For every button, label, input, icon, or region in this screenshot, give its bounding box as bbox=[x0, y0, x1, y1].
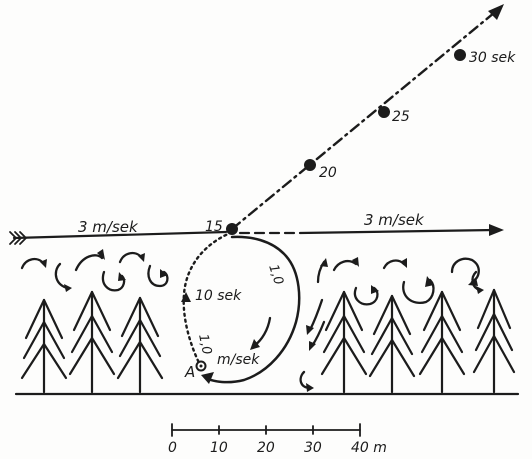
scale-label-20: 20 bbox=[257, 440, 275, 456]
start-point-label: A bbox=[184, 363, 195, 381]
eddy-speed-unit: m/sek bbox=[217, 352, 260, 368]
wind-line-left bbox=[12, 230, 228, 240]
swirl-icon bbox=[54, 262, 72, 292]
swirl-icon bbox=[147, 264, 169, 288]
wind-speed-left: 3 m/sek bbox=[78, 218, 139, 236]
swirl-icon bbox=[402, 276, 435, 305]
forest bbox=[20, 288, 516, 394]
swirl-icon bbox=[20, 257, 47, 270]
upper-trajectory: 15 20 25 30 sek bbox=[205, 4, 516, 235]
arrow-fletching-icon bbox=[9, 231, 27, 245]
swirl-icon bbox=[101, 270, 126, 292]
swirl-icon bbox=[118, 251, 145, 264]
tree-icon bbox=[418, 290, 466, 394]
tree-icon bbox=[20, 298, 68, 394]
down-arrow-icon bbox=[306, 298, 324, 335]
start-point-a-center bbox=[199, 364, 203, 368]
scale-label-0: 0 bbox=[168, 440, 177, 456]
eddy-speed-left: 1,0 bbox=[195, 333, 214, 356]
eddy-speed-right: 1,0 bbox=[265, 263, 286, 287]
time-marker-20 bbox=[304, 159, 316, 171]
eddy-arrowhead-icon bbox=[201, 372, 214, 384]
scale-bar: 0 10 20 30 40 m bbox=[168, 423, 387, 456]
tree-icon bbox=[68, 290, 116, 394]
tree-icon bbox=[116, 296, 164, 394]
wind-line-right bbox=[298, 228, 496, 235]
time-marker-25 bbox=[378, 106, 390, 118]
time-label-20: 20 bbox=[319, 165, 337, 181]
wind-arrowhead-icon bbox=[489, 224, 504, 236]
swirl-icon bbox=[382, 258, 407, 270]
trajectory-arrowhead-icon bbox=[488, 4, 504, 20]
inner-flow-path bbox=[252, 316, 272, 348]
eddy-time-label: 10 sek bbox=[195, 288, 242, 304]
scale-label-40: 40 m bbox=[351, 440, 387, 456]
trajectory-line bbox=[230, 6, 502, 231]
curl-arrow-icon bbox=[299, 370, 314, 392]
time-label-30: 30 sek bbox=[469, 50, 516, 66]
eddy-solid-path bbox=[204, 235, 301, 384]
scale-label-10: 10 bbox=[210, 440, 228, 456]
swirl-icon bbox=[353, 285, 379, 306]
swirl-icon bbox=[471, 270, 484, 294]
scale-label-30: 30 bbox=[304, 440, 322, 456]
time-label-25: 25 bbox=[392, 109, 410, 125]
wind-flow: 3 m/sek 3 m/sek bbox=[9, 211, 504, 245]
swirl-icon bbox=[74, 249, 105, 272]
tree-icon bbox=[320, 290, 368, 394]
eddy-loop: A 10 sek 1,0 1,0 m/sek bbox=[181, 232, 301, 384]
down-arrow-icon bbox=[309, 320, 326, 351]
swirl-icon bbox=[332, 257, 359, 272]
wind-speed-right: 3 m/sek bbox=[364, 211, 425, 229]
eddy-dotted-path bbox=[182, 232, 230, 369]
time-marker-15 bbox=[226, 223, 238, 235]
time-label-15: 15 bbox=[205, 219, 223, 235]
eddy-up-arrow-icon bbox=[181, 292, 191, 302]
inner-flow-arrow-icon bbox=[250, 339, 260, 350]
swirl-icon bbox=[316, 258, 328, 284]
turbulence-swirls bbox=[20, 249, 484, 392]
tree-icon bbox=[368, 294, 416, 394]
time-marker-30 bbox=[454, 49, 466, 61]
tree-icon bbox=[472, 288, 516, 394]
